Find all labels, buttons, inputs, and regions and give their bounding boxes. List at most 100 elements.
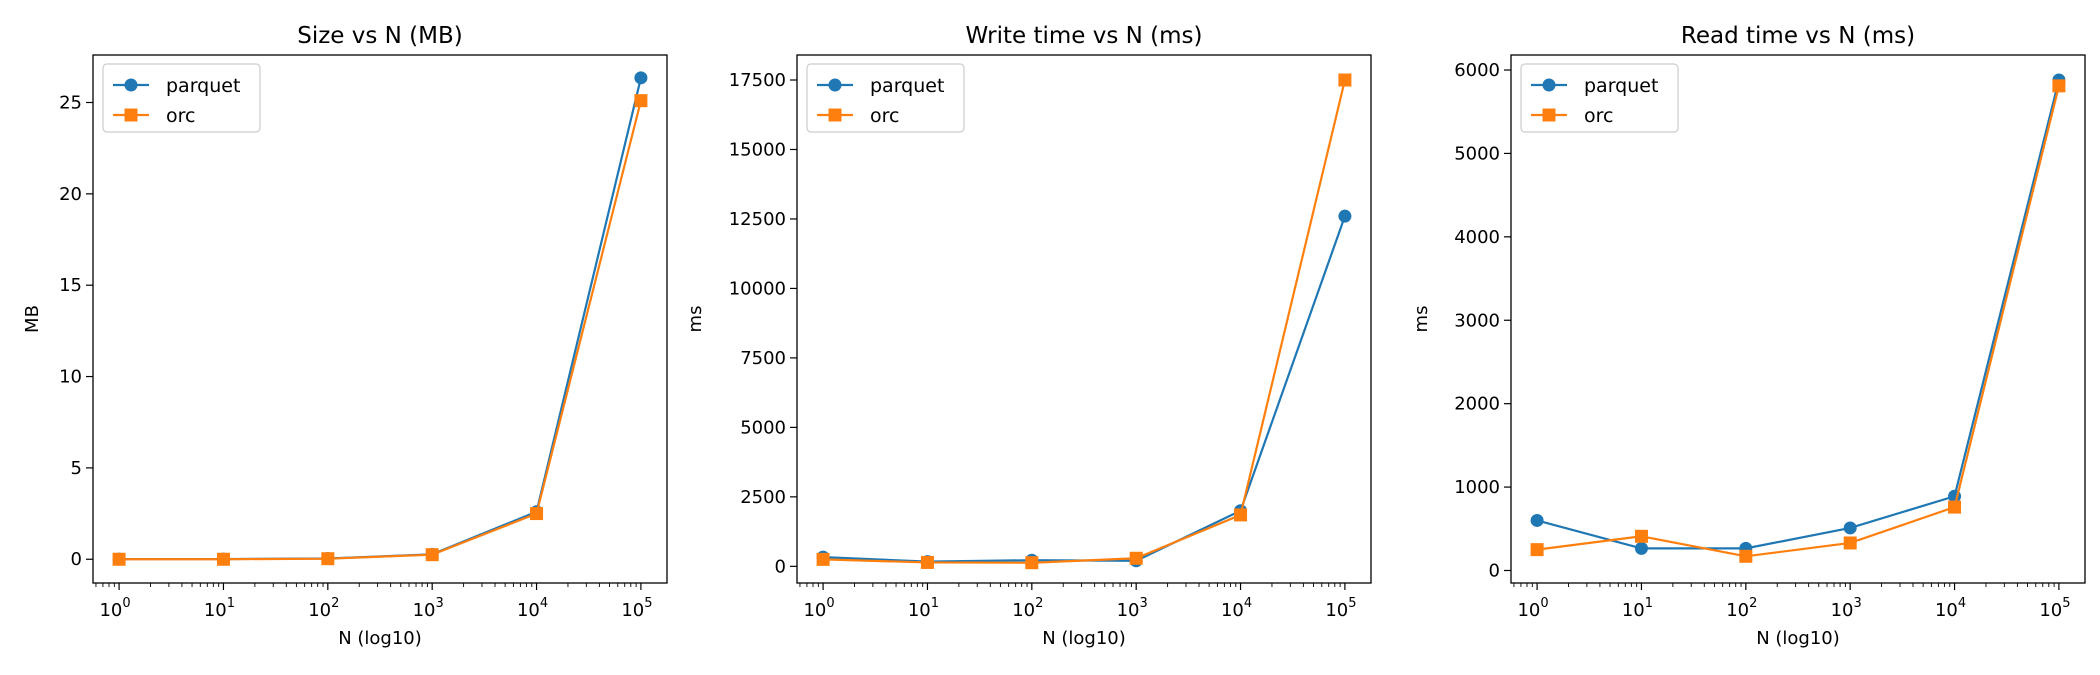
y-tick-label: 5000 [1454, 143, 1500, 164]
data-point [634, 71, 648, 85]
y-tick-label: 17500 [729, 70, 786, 91]
y-tick-label: 25 [59, 93, 82, 114]
plot-frame [1510, 54, 2086, 584]
series-line [1536, 79, 2060, 550]
y-tick-label: 4000 [1454, 227, 1500, 248]
legend-item-parquet: parquet [817, 75, 944, 97]
x-tick-label: 104 [1935, 596, 1966, 621]
data-point [1948, 500, 1962, 514]
plot-frame [796, 54, 1372, 584]
y-tick-label: 15 [59, 275, 82, 296]
series-orc [816, 73, 1352, 570]
legend-label: orc [166, 105, 195, 127]
subplot-2: Write time vs N (ms) 100 101 102 103 104 105 0 2… [685, 23, 1372, 649]
y-tick-label: 12500 [729, 209, 786, 230]
x-tick-label: 102 [1012, 596, 1043, 621]
plot-frame [92, 54, 668, 584]
series-line [823, 79, 1346, 564]
chart-title: Read time vs N (ms) [1681, 23, 1915, 49]
series-orc [112, 94, 648, 566]
data-point [216, 552, 230, 566]
legend-marker [1542, 108, 1556, 122]
legend-label: parquet [1584, 75, 1658, 97]
y-axis-label: ms [1411, 306, 1432, 333]
y-tick-label: 2000 [1454, 394, 1500, 415]
legend-marker [124, 78, 138, 92]
data-point [112, 552, 126, 566]
x-tick-label: 103 [413, 596, 444, 621]
series-line [1536, 85, 2060, 558]
y-tick-label: 5000 [740, 417, 786, 438]
data-point [1530, 543, 1544, 557]
legend-item-orc: orc [113, 105, 195, 127]
legend-marker [1542, 78, 1556, 92]
x-tick-label: 103 [1117, 596, 1148, 621]
y-axis-label: ms [685, 306, 706, 333]
data-point [1338, 73, 1352, 87]
y-tick-label: 0 [71, 549, 82, 570]
data-point [1634, 541, 1648, 555]
y-tick-label: 0 [1489, 560, 1500, 581]
y-tick-label: 6000 [1454, 60, 1500, 81]
series-parquet [112, 71, 648, 566]
y-tick-label: 10 [59, 367, 82, 388]
y-tick-label: 5 [71, 458, 82, 479]
x-axis-label: N (log10) [338, 628, 422, 649]
legend-item-orc: orc [817, 105, 899, 127]
data-point [634, 94, 648, 108]
x-tick-label: 102 [1726, 596, 1757, 621]
data-point [1843, 521, 1857, 535]
x-axis-label: N (log10) [1756, 628, 1840, 649]
series-parquet [1530, 73, 2066, 555]
data-point [1634, 529, 1648, 543]
legend-label: orc [1584, 105, 1613, 127]
data-point [425, 548, 439, 562]
subplot-1: Size vs N (MB) 100 101 102 103 104 105 0 5 10 15 20… [22, 23, 668, 649]
legend-item-parquet: parquet [113, 75, 240, 97]
x-tick-label: 105 [1325, 596, 1356, 621]
x-tick-label: 105 [621, 596, 652, 621]
legend: parquet orc [102, 63, 261, 133]
legend: parquet orc [806, 63, 965, 133]
data-point [1843, 536, 1857, 550]
data-point [816, 552, 830, 566]
legend-label: orc [870, 105, 899, 127]
chart-title: Write time vs N (ms) [965, 23, 1202, 49]
y-tick-label: 20 [59, 184, 82, 205]
data-point [2052, 79, 2066, 93]
legend-marker [828, 78, 842, 92]
data-point [1025, 556, 1039, 570]
series-line [119, 100, 642, 561]
series-orc [1530, 79, 2066, 563]
data-point [321, 552, 335, 566]
legend-item-parquet: parquet [1531, 75, 1658, 97]
y-tick-label: 3000 [1454, 310, 1500, 331]
x-tick-label: 101 [204, 596, 235, 621]
legend-marker [828, 108, 842, 122]
x-tick-label: 101 [908, 596, 939, 621]
data-point [1739, 549, 1753, 563]
x-tick-label: 105 [2039, 596, 2070, 621]
data-point [530, 507, 544, 521]
x-tick-label: 104 [517, 596, 548, 621]
data-point [1530, 513, 1544, 527]
legend-marker [124, 108, 138, 122]
legend: parquet orc [1520, 63, 1679, 133]
subplot-3: Read time vs N (ms) 100 101 102 103 104 105 0 10… [1411, 23, 2086, 649]
chart-title: Size vs N (MB) [297, 23, 463, 49]
y-tick-label: 2500 [740, 487, 786, 508]
x-axis-label: N (log10) [1042, 628, 1126, 649]
x-tick-label: 100 [99, 596, 130, 621]
legend-item-orc: orc [1531, 105, 1613, 127]
y-tick-label: 15000 [729, 139, 786, 160]
y-tick-label: 10000 [729, 278, 786, 299]
x-tick-label: 101 [1622, 596, 1653, 621]
data-point [1234, 508, 1248, 522]
x-tick-label: 104 [1221, 596, 1252, 621]
y-axis-label: MB [22, 305, 43, 333]
y-tick-label: 7500 [740, 348, 786, 369]
x-tick-label: 102 [308, 596, 339, 621]
y-tick-label: 0 [775, 556, 786, 577]
data-point [1338, 209, 1352, 223]
